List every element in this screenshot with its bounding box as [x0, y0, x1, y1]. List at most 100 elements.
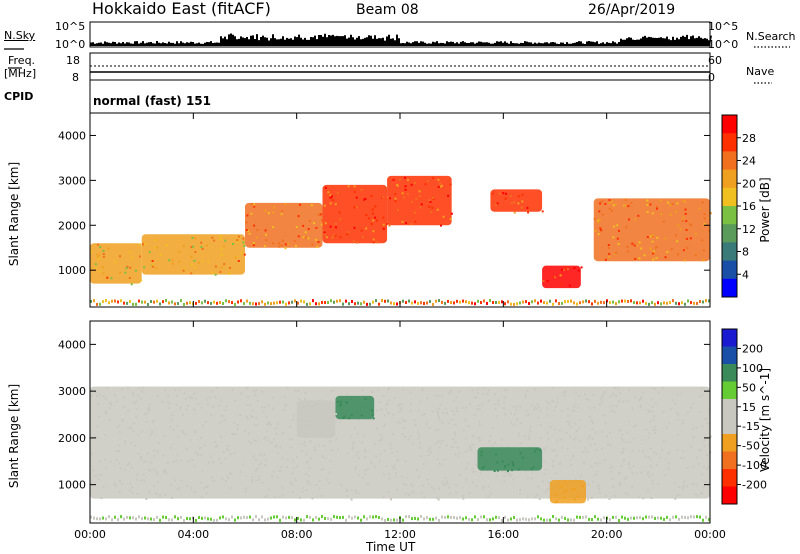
velocity-near-range-speckle: [660, 516, 662, 520]
power-near-range-speckle: [333, 300, 335, 304]
velocity-echo-speckle: [322, 444, 325, 447]
velocity-echo-speckle: [519, 406, 522, 409]
power-echo-speckle: [394, 193, 397, 195]
power-echo-speckle: [685, 237, 688, 240]
nsearch-tick-bottom: 10^0: [708, 38, 739, 51]
velocity-echo-speckle: [428, 483, 431, 486]
power-echo-speckle: [601, 213, 604, 216]
velocity-near-range-speckle: [111, 518, 113, 522]
velocity-echo-speckle: [167, 406, 170, 409]
velocity-echo-speckle: [378, 433, 381, 436]
velocity-echo-speckle: [564, 390, 567, 393]
velocity-near-range-speckle: [180, 515, 182, 519]
velocity-echo-speckle: [543, 473, 546, 476]
velocity-echo-speckle: [566, 408, 569, 410]
velocity-echo-speckle: [285, 466, 288, 469]
velocity-echo-speckle: [514, 409, 517, 412]
velocity-near-range-speckle: [492, 517, 494, 521]
power-near-range-speckle: [117, 300, 119, 304]
velocity-echo-speckle: [471, 467, 474, 470]
velocity-echo-speckle: [590, 465, 593, 468]
velocity-near-range-speckle: [132, 516, 134, 520]
velocity-echo-speckle: [699, 449, 702, 452]
velocity-echo-speckle: [400, 409, 403, 412]
velocity-echo-speckle: [301, 413, 304, 416]
velocity-near-range-speckle: [345, 518, 347, 522]
power-near-range-speckle: [642, 299, 644, 303]
velocity-echo-speckle: [193, 465, 196, 467]
velocity-echo-speckle: [206, 398, 209, 401]
velocity-echo-speckle: [686, 485, 689, 488]
power-echo-speckle: [365, 227, 368, 230]
velocity-echo-speckle: [631, 450, 634, 453]
power-near-range-speckle: [294, 299, 296, 303]
velocity-echo-speckle: [284, 404, 286, 407]
power-echo-speckle: [297, 215, 300, 218]
velocity-echo-speckle: [314, 415, 317, 418]
velocity-echo-speckle: [343, 415, 346, 418]
velocity-echo-speckle: [523, 435, 526, 438]
velocity-echo-speckle: [297, 389, 300, 392]
velocity-echo-speckle: [250, 442, 253, 444]
velocity-echo-speckle: [525, 409, 528, 412]
velocity-near-range-speckle: [513, 515, 515, 519]
velocity-near-range-speckle: [369, 515, 371, 519]
velocity-near-range-speckle: [633, 516, 635, 520]
velocity-echo-speckle: [642, 497, 645, 500]
velocity-near-range-speckle: [375, 515, 377, 519]
velocity-echo-speckle: [626, 431, 629, 434]
power-near-range-speckle: [555, 299, 557, 303]
velocity-near-range-speckle: [411, 517, 413, 521]
velocity-echo-speckle: [421, 414, 424, 417]
velocity-echo-speckle: [329, 415, 332, 418]
power-echo-speckle: [106, 276, 109, 279]
velocity-echo-speckle: [429, 451, 432, 454]
velocity-echo-speckle: [437, 428, 440, 431]
velocity-echo-speckle: [565, 431, 568, 434]
velocity-echo-speckle: [385, 465, 388, 468]
power-colorbar-tick-label: 12: [742, 223, 756, 236]
power-echo-speckle: [242, 237, 245, 240]
velocity-near-range-speckle: [582, 515, 584, 519]
power-echo-speckle: [651, 212, 654, 215]
velocity-echo-speckle: [236, 428, 239, 430]
velocity-echo-speckle: [532, 408, 535, 411]
power-near-range-speckle: [456, 299, 458, 303]
power-echo-speckle: [265, 233, 267, 236]
power-echo-speckle: [394, 197, 397, 200]
power-echo-speckle: [321, 223, 323, 226]
velocity-echo-speckle: [346, 452, 349, 455]
power-echo-speckle: [228, 272, 231, 275]
x-tick-label: 08:00: [281, 528, 313, 541]
velocity-echo-speckle: [443, 484, 446, 487]
velocity-echo-speckle: [95, 436, 98, 439]
power-echo-speckle: [302, 236, 305, 239]
velocity-echo-speckle: [437, 440, 440, 443]
velocity-near-range-speckle: [432, 517, 434, 521]
power-near-range-speckle: [390, 301, 392, 305]
velocity-echo-speckle: [402, 433, 404, 435]
velocity-echo-speckle: [266, 430, 269, 433]
velocity-near-range-speckle: [96, 517, 98, 521]
velocity-echo-speckle: [568, 421, 571, 424]
velocity-echo-speckle: [172, 428, 175, 431]
velocity-echo-speckle: [577, 407, 580, 409]
power-echo-speckle: [143, 266, 146, 269]
velocity-echo-speckle: [677, 494, 680, 497]
power-echo-speckle: [659, 199, 662, 202]
velocity-echo-speckle: [292, 459, 294, 462]
velocity-echo-speckle: [214, 441, 217, 444]
velocity-echo-speckle: [536, 485, 539, 488]
velocity-echo-speckle: [601, 430, 604, 433]
velocity-echo-speckle: [156, 473, 159, 476]
nsky-tick-bottom: 10^0: [55, 38, 86, 51]
velocity-echo-speckle: [619, 483, 622, 486]
power-echo-speckle: [214, 265, 217, 268]
power-near-range-speckle: [258, 302, 260, 306]
power-near-range-speckle: [279, 300, 281, 304]
nsearch-label: N.Search: [746, 30, 796, 43]
velocity-echo-speckle: [223, 419, 226, 422]
power-echo-speckle: [415, 198, 418, 201]
velocity-echo-speckle: [308, 475, 311, 477]
velocity-echo-speckle: [183, 392, 186, 395]
